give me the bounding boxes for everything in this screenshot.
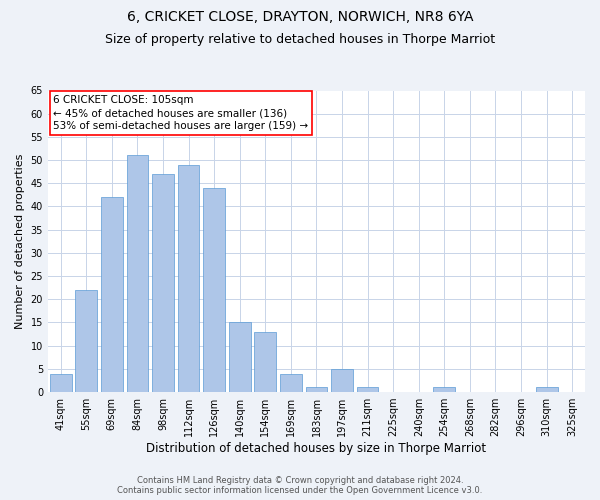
Y-axis label: Number of detached properties: Number of detached properties [15,154,25,329]
Bar [280,374,302,392]
Bar [305,388,328,392]
Bar [76,290,97,392]
Text: 6 CRICKET CLOSE: 105sqm
← 45% of detached houses are smaller (136)
53% of semi-d: 6 CRICKET CLOSE: 105sqm ← 45% of detache… [53,95,308,132]
Bar [331,369,353,392]
Text: 6, CRICKET CLOSE, DRAYTON, NORWICH, NR8 6YA: 6, CRICKET CLOSE, DRAYTON, NORWICH, NR8 … [127,10,473,24]
Bar [127,156,148,392]
Bar [433,388,455,392]
Bar [357,388,379,392]
Bar [178,164,199,392]
Bar [229,322,251,392]
Bar [101,197,123,392]
Bar [254,332,276,392]
Bar [536,388,557,392]
Text: Contains HM Land Registry data © Crown copyright and database right 2024.
Contai: Contains HM Land Registry data © Crown c… [118,476,482,495]
X-axis label: Distribution of detached houses by size in Thorpe Marriot: Distribution of detached houses by size … [146,442,487,455]
Bar [50,374,71,392]
Bar [203,188,225,392]
Bar [152,174,174,392]
Text: Size of property relative to detached houses in Thorpe Marriot: Size of property relative to detached ho… [105,32,495,46]
